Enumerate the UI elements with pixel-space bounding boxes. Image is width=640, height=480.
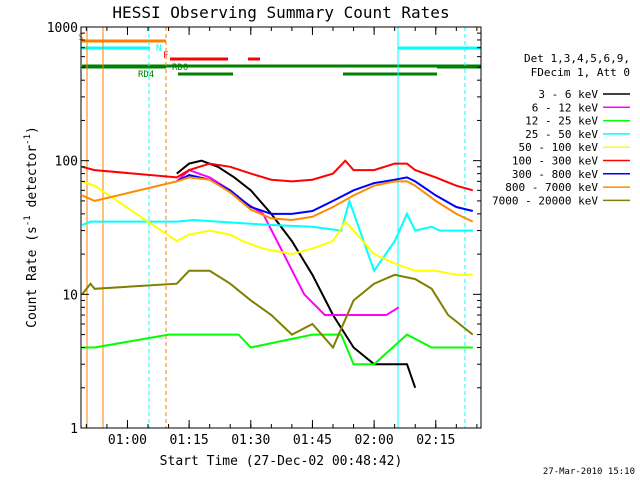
legend-label: 800 - 7000 keV [505,181,598,194]
flag-label: N [156,44,161,54]
y-tick-label: 1000 [47,21,78,36]
legend-label: 300 - 800 keV [512,168,598,181]
legend-label: 100 - 300 keV [512,155,598,168]
y-axis-label-sup: -1 [23,215,33,226]
y-axis-label-detector: detector [25,145,40,216]
y-axis-label-main: Count Rate (s [25,226,40,328]
timestamp: 27-Mar-2010 15:10 [543,467,635,477]
y-axis-label: Count Rate (s-1 detector-1) [23,126,40,328]
series-line-2 [176,168,400,316]
x-tick-label: 02:00 [355,433,394,448]
flag-label: RD0 [172,63,188,73]
legend-label: 3 - 6 keV [538,88,598,101]
x-axis: 01:00 01:15 01:30 01:45 02:00 02:15 [85,27,478,448]
legend-header: Det 1,3,4,5,6,9, [524,52,630,65]
legend-label: 25 - 50 keV [525,128,598,141]
y-axis-label-sup2: -1 [23,134,33,145]
legend-label: 6 - 12 keV [532,101,599,114]
x-tick-label: 01:15 [170,433,209,448]
flag-label: RD4 [138,70,154,80]
x-tick-label: 01:45 [293,433,332,448]
x-tick-label: 01:30 [231,433,270,448]
legend-label: 12 - 25 keV [525,115,598,128]
legend-header: FDecim 1, Att 0 [531,66,630,79]
y-tick-label: 1 [70,422,78,437]
series-line-1 [176,159,417,389]
y-tick-label: 100 [55,155,78,170]
y-tick-label: 10 [62,288,78,303]
series-line-4 [81,197,473,273]
plot-frame [80,26,482,429]
series-line-9 [81,269,474,350]
x-tick-label: 01:00 [108,433,147,448]
legend: Det 1,3,4,5,6,9,FDecim 1, Att 0 3 - 6 keV… [492,52,630,207]
legend-label: 50 - 100 keV [519,141,599,154]
plot-area: SNFRD0RD4 [78,27,481,428]
y-axis-label-end: ) [25,126,40,134]
series-line-8 [81,176,474,223]
legend-label: 7000 - 20000 keV [492,194,598,207]
chart-title: HESSI Observing Summary Count Rates [112,3,449,22]
series-line-5 [81,180,473,276]
series-line-6 [81,159,474,192]
x-tick-label: 02:15 [416,433,455,448]
series-line-3 [82,333,473,366]
x-axis-label: Start Time (27-Dec-02 00:48:42) [160,454,403,469]
series-line-7 [176,174,474,215]
y-axis: 1 10 100 1000 [47,21,481,437]
